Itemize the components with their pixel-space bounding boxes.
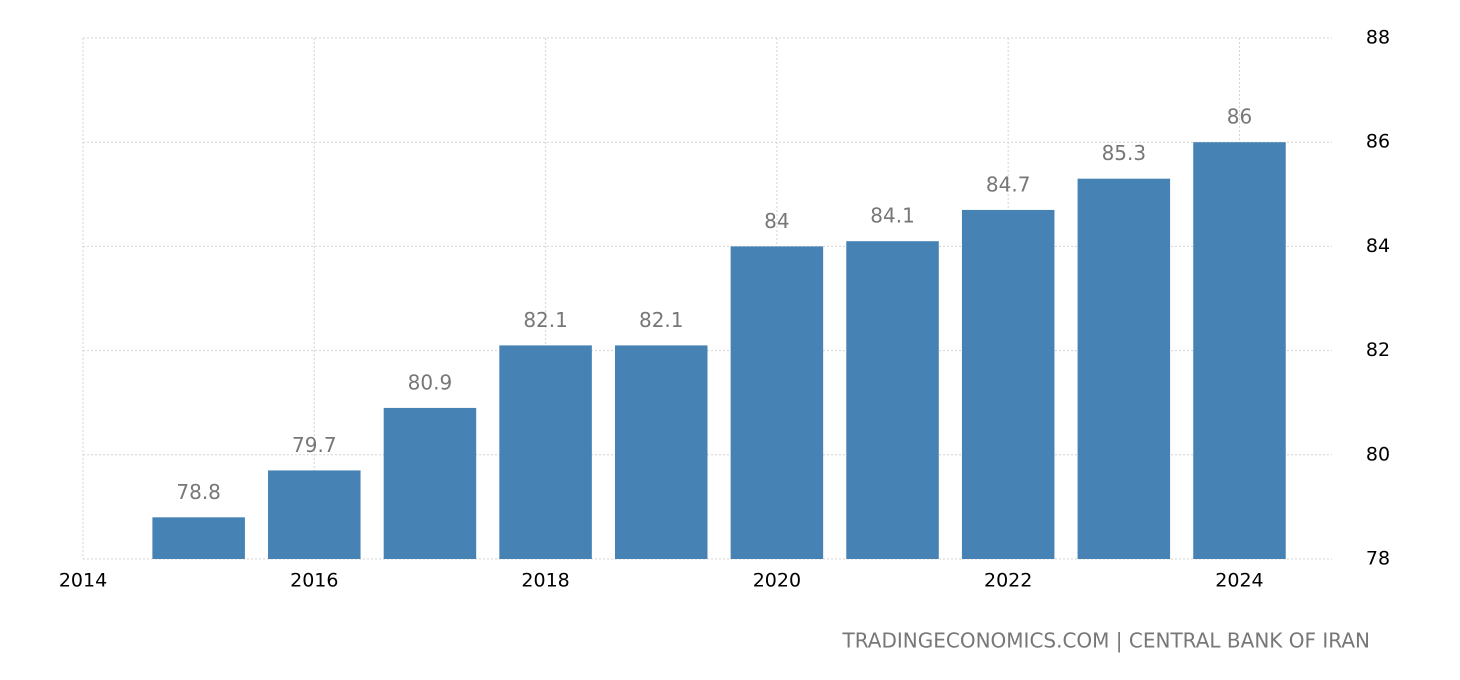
x-tick-label: 2020 [753,570,801,592]
value-label: 82.1 [523,308,568,332]
bar [1193,142,1286,559]
bar [846,241,939,559]
bar [1077,178,1171,560]
y-tick-label: 84 [1366,235,1390,257]
x-tick-label: 2018 [521,570,569,592]
value-label: 78.8 [176,480,221,504]
bar [499,345,592,559]
x-tick-label: 2014 [59,570,107,592]
y-tick-label: 82 [1366,339,1390,361]
value-label: 82.1 [639,308,684,332]
bar [961,209,1055,559]
bar [268,470,361,559]
value-label: 86 [1227,105,1252,129]
source: TRADINGECONOMICS.COM | CENTRAL BANK OF I… [842,629,1371,653]
bar [383,407,477,559]
value-label: 84 [764,209,789,233]
value-label: 84.1 [870,204,915,228]
x-tick-label: 2022 [984,570,1032,592]
bar [152,517,245,559]
bar [614,345,708,559]
value-label: 80.9 [408,370,453,394]
value-label: 85.3 [1102,141,1147,165]
x-tick-label: 2016 [290,570,338,592]
y-tick-label: 78 [1366,548,1390,570]
bar [730,246,824,559]
y-tick-label: 86 [1366,131,1390,153]
y-tick-label: 88 [1366,27,1390,49]
value-label: 79.7 [292,433,337,457]
y-tick-label: 80 [1366,443,1390,465]
value-label: 84.7 [986,172,1031,196]
x-tick-label: 2024 [1215,570,1263,592]
